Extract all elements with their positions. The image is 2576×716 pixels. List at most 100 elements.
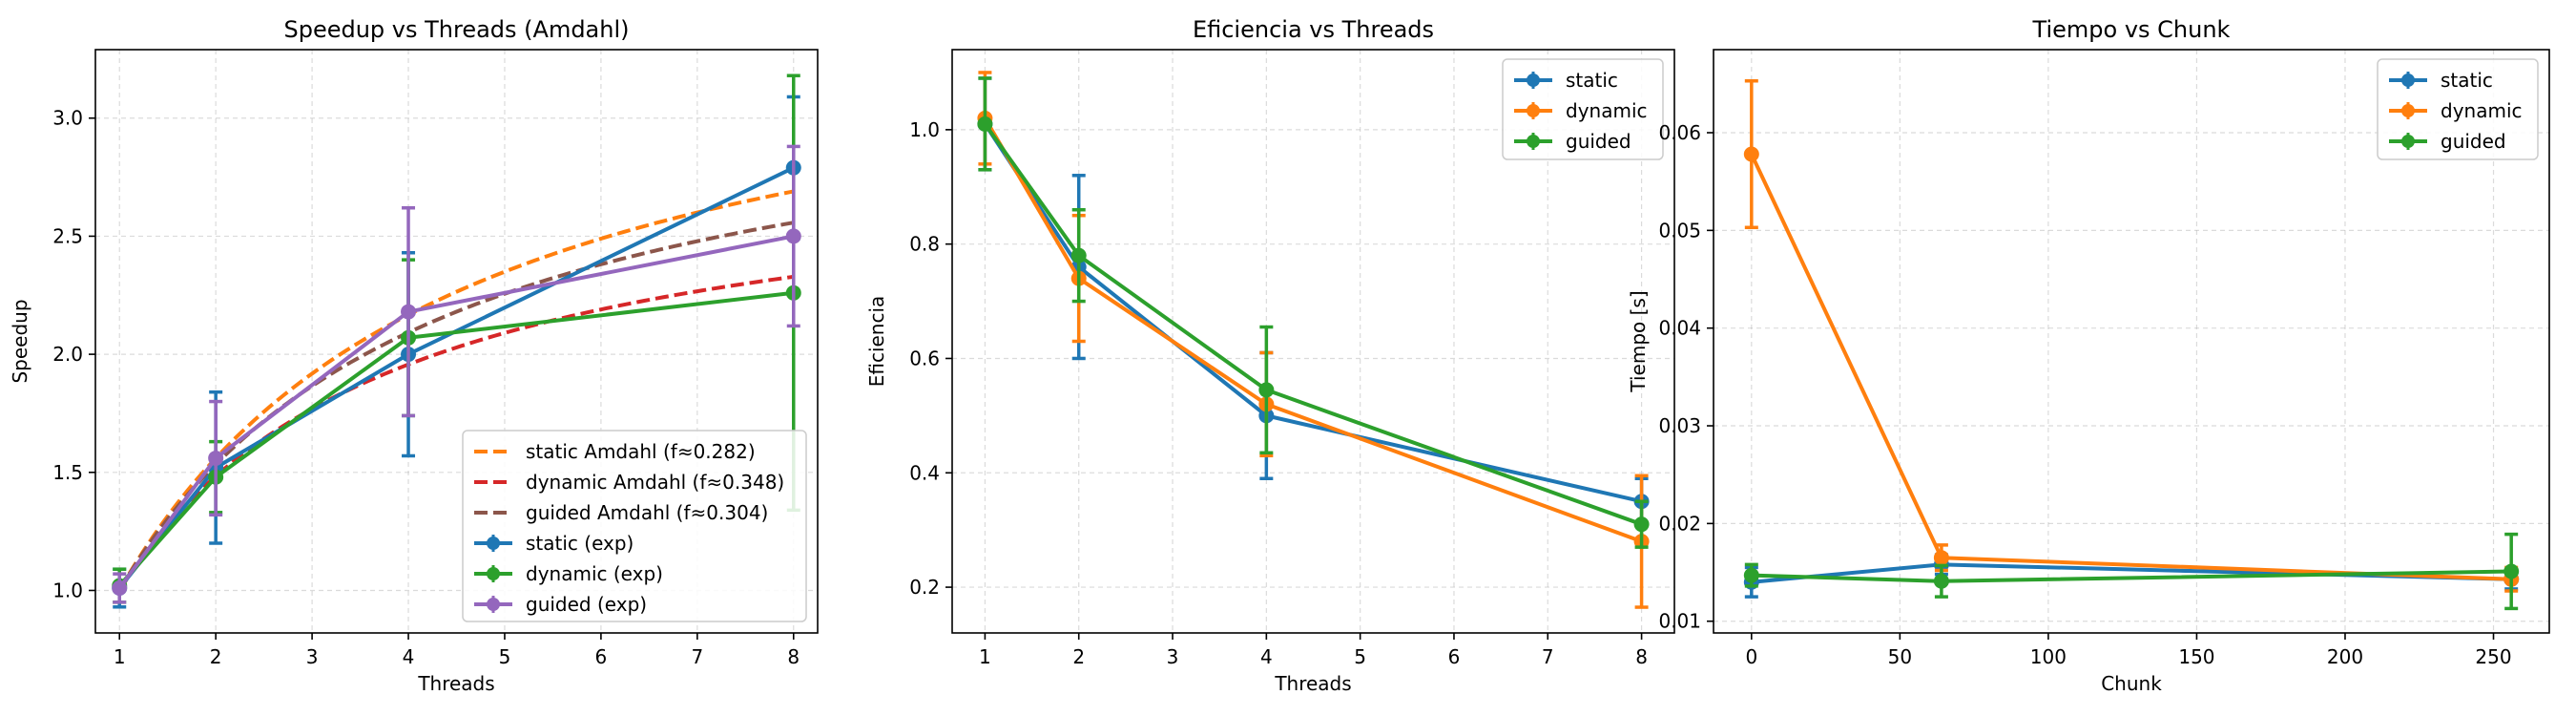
plot-frame: [1713, 49, 2550, 634]
x-tick-label: 3: [1167, 645, 1179, 668]
legend-label: dynamic (exp): [526, 562, 663, 585]
legend-label: dynamic: [2441, 99, 2523, 122]
series-line: [983, 122, 1643, 504]
legend-swatch-marker: [487, 567, 500, 580]
y-tick-label: 1.0: [909, 118, 940, 141]
legend-swatch-marker: [2401, 135, 2415, 148]
x-tick-label: 50: [1888, 645, 1912, 668]
legend-label: guided: [1566, 130, 1631, 153]
series-line: [117, 165, 795, 590]
data-point: [1258, 382, 1275, 398]
y-tick-label: 0.02: [1658, 512, 1701, 535]
x-tick-label: 8: [1635, 645, 1648, 668]
data-point: [1633, 516, 1650, 533]
x-tick-label: 250: [2475, 645, 2511, 668]
data-point: [1933, 550, 1949, 566]
series-2: [112, 144, 801, 604]
x-tick-label: 0: [1745, 645, 1757, 668]
y-tick-label: 0.04: [1658, 317, 1701, 340]
x-tick-label: 4: [1260, 645, 1273, 668]
x-axis-label: Chunk: [2101, 672, 2162, 695]
legend-box: [1502, 58, 1664, 160]
y-axis-label: Speedup: [9, 299, 31, 383]
legend-label: guided Amdahl (f≈0.304): [526, 501, 768, 524]
legend-label: static Amdahl (f≈0.282): [526, 440, 756, 463]
data-point: [785, 228, 801, 244]
y-tick-label: 1.5: [52, 461, 83, 484]
legend-swatch-marker: [487, 598, 500, 611]
y-axis-label: Tiempo [s]: [1627, 290, 1650, 392]
x-tick-label: 1: [979, 645, 991, 668]
x-tick-label: 2: [210, 645, 222, 668]
legend-label: static: [1566, 69, 1618, 92]
x-tick-label: 4: [403, 645, 415, 668]
x-tick-label: 3: [306, 645, 319, 668]
series-2: [1743, 532, 2520, 611]
x-tick-label: 7: [1542, 645, 1554, 668]
x-tick-label: 100: [2030, 645, 2067, 668]
data-point: [2503, 563, 2520, 579]
x-axis-label: Threads: [1274, 672, 1351, 695]
x-tick-label: 7: [691, 645, 703, 668]
legend-label: dynamic Amdahl (f≈0.348): [526, 471, 784, 494]
series-line: [983, 122, 1643, 527]
series-line: [983, 116, 1643, 544]
x-tick-label: 6: [595, 645, 608, 668]
chart-title: Eficiencia vs Threads: [1193, 16, 1434, 43]
plot-frame: [951, 49, 1675, 634]
y-tick-label: 0.2: [909, 576, 940, 599]
x-tick-label: 200: [2327, 645, 2363, 668]
data-point: [401, 304, 417, 320]
x-tick-label: 5: [499, 645, 511, 668]
data-point: [112, 580, 128, 596]
y-tick-label: 0.05: [1658, 219, 1701, 242]
x-tick-label: 6: [1448, 645, 1461, 668]
data-point: [1743, 146, 1759, 162]
data-point: [977, 116, 993, 132]
x-tick-label: 5: [1354, 645, 1366, 668]
data-point: [1743, 567, 1759, 583]
y-tick-label: 0.6: [909, 347, 940, 369]
y-tick-label: 0.4: [909, 461, 940, 484]
legend-label: static: [2441, 69, 2493, 92]
y-tick-label: 0.03: [1658, 414, 1701, 437]
x-tick-label: 2: [1072, 645, 1085, 668]
series-2: [977, 76, 1650, 549]
chart-panel-2: 1 2 3 4 5 6 7 8 0.2 0.4 0.6 0.8 1.0 Eficiencia vs Thr…: [865, 16, 1675, 695]
legend-swatch-marker: [1527, 74, 1540, 87]
series-line: [117, 234, 795, 590]
legend-box: [2377, 58, 2539, 160]
chart-title: Tiempo vs Chunk: [2032, 16, 2231, 43]
legend: static dynamic guided: [2377, 58, 2539, 160]
legend: static Amdahl (f≈0.282) dynamic Amdahl (f…: [462, 430, 807, 622]
amdahl-curve: [117, 274, 795, 592]
y-tick-label: 3.0: [52, 107, 83, 130]
legend-swatch-marker: [1527, 135, 1540, 148]
legend: static dynamic guided: [1502, 58, 1664, 160]
y-tick-label: 2.0: [52, 343, 83, 366]
legend-label: static (exp): [526, 532, 634, 555]
legend-label: guided (exp): [526, 593, 647, 616]
legend-label: dynamic: [1566, 99, 1648, 122]
legend-label: guided: [2441, 130, 2506, 153]
series-line: [1750, 153, 2512, 581]
y-tick-label: 0.8: [909, 233, 940, 256]
chart-panel-1: 1 2 3 4 5 6 7 8 1.0 1.5 2.0 2.5 3.0 Speedup vs Thread…: [9, 16, 819, 695]
x-axis-label: Threads: [417, 672, 494, 695]
data-point: [1933, 573, 1949, 589]
data-point: [208, 450, 224, 466]
y-axis-label: Eficiencia: [865, 296, 888, 388]
y-tick-label: 0.06: [1658, 121, 1701, 144]
chart-title: Speedup vs Threads (Amdahl): [283, 16, 629, 43]
legend-swatch-marker: [487, 537, 500, 550]
legend-swatch-marker: [2401, 104, 2415, 117]
plot-frame: [94, 49, 819, 634]
amdahl-curve: [117, 221, 795, 592]
x-tick-label: 150: [2178, 645, 2214, 668]
chart-panel-3: 0 50 100 150 200 250 0.01 0.02 0.03 0.04 0.05 0.06 T…: [1627, 16, 2550, 695]
y-tick-label: 2.5: [52, 224, 83, 247]
amdahl-curve: [117, 189, 795, 592]
legend-swatch-marker: [1527, 104, 1540, 117]
data-point: [1070, 247, 1087, 263]
